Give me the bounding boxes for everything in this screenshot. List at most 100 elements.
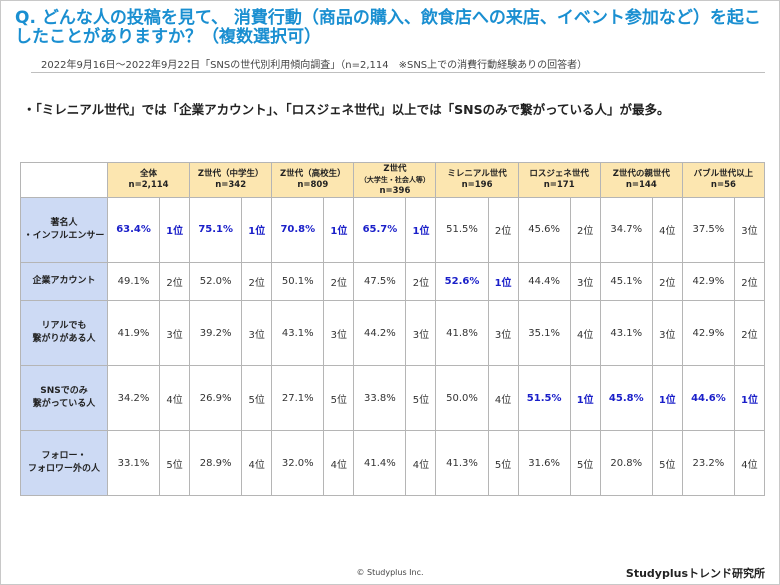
percent-cell: 20.8% [599, 430, 653, 496]
percent-cell: 45.8% [599, 365, 653, 432]
rank-cell: 5位 [651, 430, 683, 496]
column-header-name: 全体 [140, 169, 158, 179]
brand-logo-text: Studyplusトレンド研究所 [625, 567, 765, 580]
column-header: Z世代 （大学生・社会人等） n=396 [353, 162, 437, 198]
percent-cell: 50.0% [435, 365, 489, 432]
percent-cell: 44.4% [517, 261, 571, 302]
rank-cell: 3位 [159, 300, 191, 367]
rank-cell: 4位 [487, 365, 519, 432]
rank-cell: 3位 [405, 300, 437, 367]
table-row: 企業アカウント 49.1% 2位 52.0% 2位 50.1% 2位 47.5% 2位 52.6%… [20, 261, 766, 302]
percent-cell: 35.1% [517, 300, 571, 367]
percent-cell: 51.5% [435, 197, 489, 263]
row-header: 企業アカウント [20, 261, 108, 302]
percent-cell: 43.1% [271, 300, 325, 367]
row-header-label: 繋がりがある人 [32, 334, 96, 345]
percent-cell: 27.1% [271, 365, 325, 432]
percent-cell: 41.8% [435, 300, 489, 367]
rank-cell: 3位 [487, 300, 519, 367]
rank-cell: 2位 [651, 261, 683, 302]
percent-cell: 23.2% [681, 430, 735, 496]
percent-cell: 65.7% [353, 197, 407, 263]
rank-cell: 1位 [241, 197, 273, 263]
percent-cell: 49.1% [106, 261, 161, 302]
rank-cell: 4位 [159, 365, 191, 432]
rank-cell: 3位 [323, 300, 355, 367]
column-header-n: n=396 [379, 185, 411, 196]
column-header-name: ミレニアル世代 [447, 169, 507, 179]
rank-cell: 1位 [733, 365, 766, 432]
column-header-n: n=2,114 [128, 180, 169, 190]
question-title: Q. どんな人の投稿を見て、 消費行動（商品の購入、飲食店への来店、イベント参加… [15, 8, 761, 47]
rank-cell: 1位 [651, 365, 683, 432]
column-header-n: n=171 [543, 180, 575, 190]
rank-cell: 3位 [733, 197, 766, 263]
survey-note: 2022年9月16日〜2022年9月22日「SNSの世代別利用傾向調査」（n=2… [41, 60, 588, 71]
percent-cell: 44.2% [353, 300, 407, 367]
rank-cell: 1位 [487, 261, 519, 302]
column-header-name: Z世代 [383, 163, 407, 174]
percent-cell: 44.6% [681, 365, 735, 432]
percent-cell: 41.3% [435, 430, 489, 496]
column-header: Z世代の親世代 n=144 [599, 162, 683, 198]
divider [31, 72, 765, 73]
column-header: Z世代（中学生） n=342 [189, 162, 273, 198]
rank-cell: 4位 [241, 430, 273, 496]
percent-cell: 47.5% [353, 261, 407, 302]
row-header: フォロー・フォロワー外の人 [20, 430, 108, 496]
percent-cell: 42.9% [681, 300, 735, 367]
table-row: リアルでも 繋がりがある人 41.9% 3位 39.2% 3位 43.1% 3位 44.2% 3位… [20, 300, 766, 367]
column-header-sub: （大学生・社会人等） [359, 175, 430, 184]
column-header-name: Z世代（中学生） [197, 169, 264, 179]
rank-cell: 5位 [569, 430, 601, 496]
row-header-label: ・インフルエンサー [23, 230, 105, 241]
rank-cell: 2位 [323, 261, 355, 302]
column-header-name: バブル世代以上 [693, 169, 754, 179]
column-header-name: Z世代（高校生） [279, 169, 346, 179]
percent-cell: 34.2% [106, 365, 161, 432]
percent-cell: 70.8% [271, 197, 325, 263]
rank-cell: 2位 [159, 261, 191, 302]
percent-cell: 42.9% [681, 261, 735, 302]
column-header-name: Z世代の親世代 [612, 169, 670, 179]
percent-cell: 52.6% [435, 261, 489, 302]
header-row: 全体 n=2,114 Z世代（中学生） n=342 Z世代（高校生） n=809 Z世代 （大… [20, 162, 766, 198]
rank-cell: 2位 [569, 197, 601, 263]
percent-cell: 39.2% [189, 300, 243, 367]
percent-cell: 75.1% [189, 197, 243, 263]
rank-cell: 2位 [241, 261, 273, 302]
row-header-label: 企業アカウント [32, 276, 96, 287]
rank-cell: 5位 [241, 365, 273, 432]
column-header: ミレニアル世代 n=196 [435, 162, 519, 198]
rank-cell: 1位 [405, 197, 437, 263]
percent-cell: 33.8% [353, 365, 407, 432]
key-finding: ・「ミレニアル世代」では「企業アカウント」、「ロスジェネ世代」以上では「SNSの… [23, 102, 670, 117]
percent-cell: 26.9% [189, 365, 243, 432]
column-header-n: n=342 [215, 180, 247, 190]
column-header: ロスジェネ世代 n=171 [517, 162, 601, 198]
percent-cell: 45.6% [517, 197, 571, 263]
percent-cell: 41.9% [106, 300, 161, 367]
column-header: Z世代（高校生） n=809 [271, 162, 355, 198]
rank-cell: 3位 [651, 300, 683, 367]
rank-cell: 5位 [405, 365, 437, 432]
percent-cell: 31.6% [517, 430, 571, 496]
column-header: バブル世代以上 n=56 [681, 162, 766, 198]
row-header-label: フォロワー外の人 [27, 464, 100, 475]
row-header-label: 著名人 [50, 217, 78, 228]
row-header: SNSでのみ 繋がっている人 [20, 365, 108, 432]
rank-cell: 2位 [733, 261, 766, 302]
row-header-label: SNSでのみ [40, 386, 88, 397]
row-header-label: フォロー・ [41, 451, 87, 462]
rank-cell: 5位 [159, 430, 191, 496]
rank-cell: 4位 [651, 197, 683, 263]
percent-cell: 51.5% [517, 365, 571, 432]
row-header-label: リアルでも [41, 321, 87, 332]
rank-cell: 1位 [323, 197, 355, 263]
column-header-name: ロスジェネ世代 [529, 169, 589, 179]
table-row: SNSでのみ 繋がっている人 34.2% 4位 26.9% 5位 27.1% 5位 33.8% 5… [20, 365, 766, 432]
results-table: 全体 n=2,114 Z世代（中学生） n=342 Z世代（高校生） n=809 Z世代 （大… [20, 162, 766, 496]
rank-cell: 5位 [487, 430, 519, 496]
rank-cell: 3位 [569, 261, 601, 302]
